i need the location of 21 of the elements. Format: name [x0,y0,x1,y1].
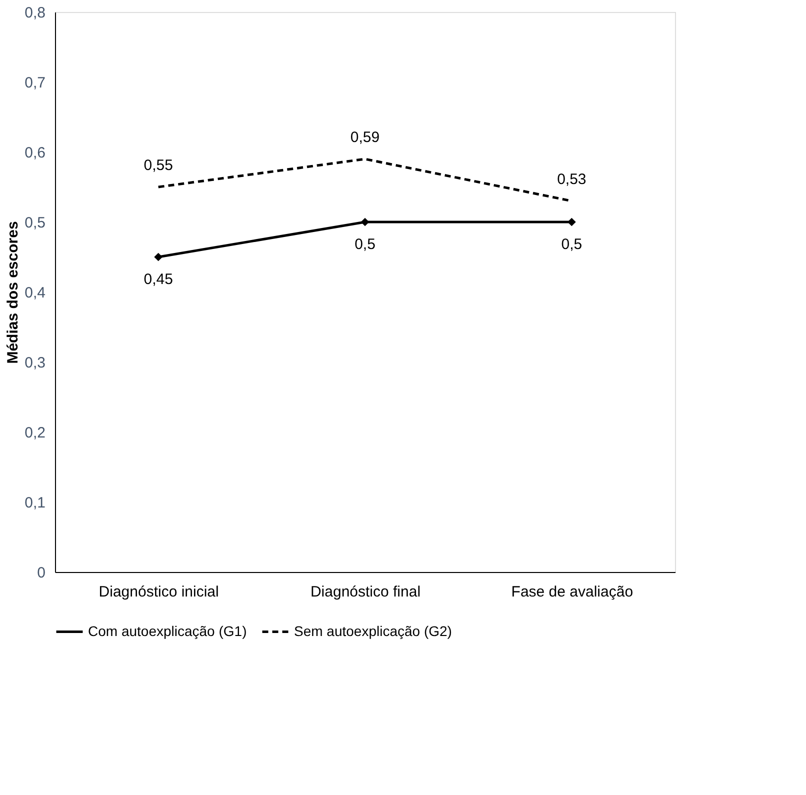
x-tick-label: Fase de avaliação [511,584,634,600]
legend-label: Sem autoexplicação (G2) [294,622,452,639]
y-tick-label: 0,5 [24,214,46,232]
data-label: 0,55 [144,157,173,174]
y-tick-label: 0,4 [24,284,46,302]
x-tick-label: Diagnóstico inicial [98,584,219,600]
x-tick-label: Diagnóstico final [310,584,421,600]
data-label: 0,5 [354,236,376,253]
data-label: 0,53 [557,171,586,188]
y-axis-title: Médias dos escores [4,221,22,364]
y-tick-label: 0,6 [24,144,46,162]
y-tick-label: 0,2 [24,424,46,442]
y-tick-label: 0,7 [24,74,46,92]
data-label: 0,59 [350,129,380,146]
data-label: 0,5 [561,236,582,253]
legend-label: Com autoexplicação (G1) [88,622,247,639]
y-tick-label: 0,8 [24,4,46,22]
y-tick-label: 0,1 [24,494,46,512]
y-tick-label: 0,3 [24,354,46,372]
data-label: 0,45 [144,271,173,288]
y-tick-label: 0 [37,564,46,582]
